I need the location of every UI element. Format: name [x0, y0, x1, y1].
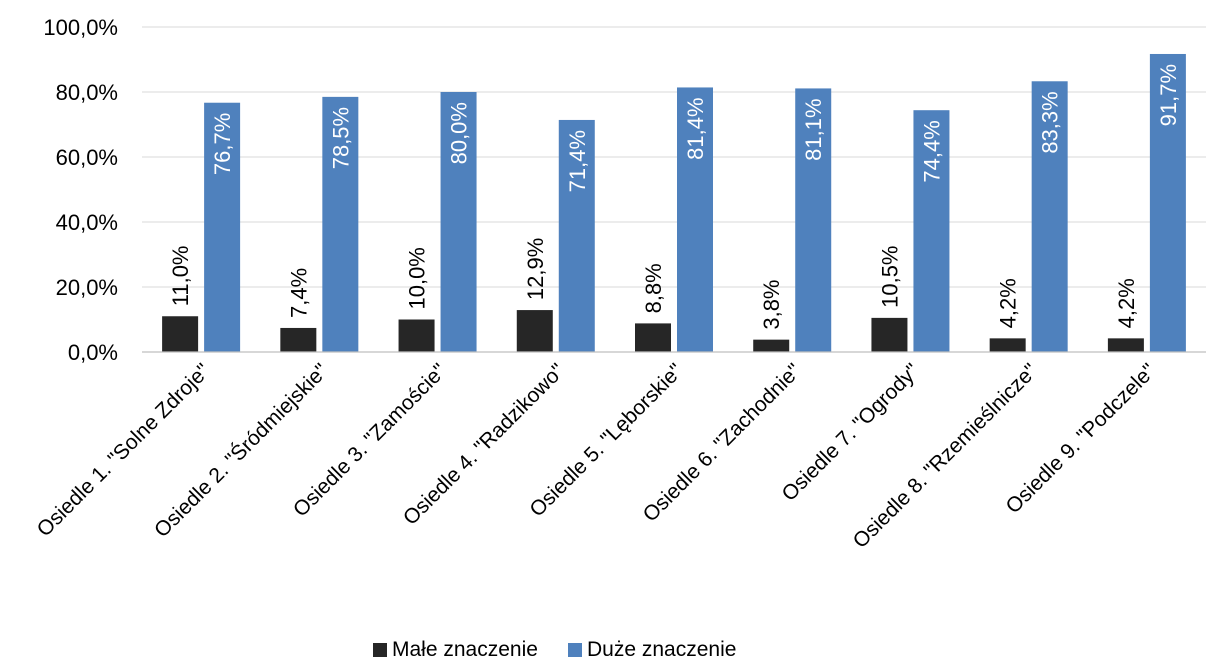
bar-duze-znaczenie — [677, 87, 713, 352]
data-label-male-znaczenie: 4,2% — [1114, 278, 1139, 328]
bar-male-znaczenie — [1107, 338, 1144, 352]
y-axis: 0,0% 20,0% 40,0% 60,0% 80,0% 100,0% — [43, 15, 118, 365]
data-label-male-znaczenie: 10,0% — [405, 247, 430, 309]
bar-male-znaczenie — [280, 327, 317, 352]
data-label-male-znaczenie: 4,2% — [996, 278, 1021, 328]
data-label-male-znaczenie: 12,9% — [523, 238, 548, 300]
bar-duze-znaczenie — [204, 102, 241, 352]
y-tick-label: 60,0% — [56, 145, 118, 170]
gridlines — [142, 26, 1206, 288]
data-label-duze-znaczenie: 74,4% — [919, 120, 944, 182]
legend-label-duze-znaczenie: Duże znaczenie — [587, 638, 736, 661]
data-labels: 11,0% 76,7% 7,4% 78,5% 10,0% 80,0% 12,9% 71,4% 8… — [168, 64, 1181, 330]
data-label-duze-znaczenie: 91,7% — [1156, 64, 1181, 126]
bar-duze-znaczenie — [440, 92, 477, 352]
legend: Małe znaczenie Duże znaczenie — [373, 638, 736, 661]
data-label-duze-znaczenie: 71,4% — [565, 130, 590, 192]
bar-duze-znaczenie — [795, 88, 832, 353]
bar-male-znaczenie — [989, 338, 1026, 352]
x-axis: Osiedle 1. "Solne Zdroje"Osiedle 2. "Śró… — [33, 351, 1206, 553]
bar-male-znaczenie — [871, 317, 908, 352]
bar-duze-znaczenie — [913, 110, 950, 352]
data-label-male-znaczenie: 10,5% — [877, 245, 902, 307]
y-tick-label: 100,0% — [43, 15, 118, 40]
data-label-male-znaczenie: 3,8% — [759, 279, 784, 329]
y-tick-label: 80,0% — [56, 80, 118, 105]
y-tick-label: 0,0% — [68, 340, 118, 365]
legend-swatch-male-znaczenie — [373, 643, 387, 657]
bar-male-znaczenie — [398, 319, 435, 352]
bar-male-znaczenie — [162, 316, 199, 352]
data-label-duze-znaczenie: 80,0% — [447, 102, 472, 164]
bar-male-znaczenie — [635, 323, 671, 352]
y-tick-label: 40,0% — [56, 210, 118, 235]
legend-swatch-duze-znaczenie — [568, 643, 582, 657]
data-label-male-znaczenie: 11,0% — [168, 246, 193, 307]
bars — [162, 53, 1186, 353]
data-label-duze-znaczenie: 81,1% — [801, 98, 826, 160]
bar-duze-znaczenie — [558, 119, 595, 352]
data-label-male-znaczenie: 7,4% — [286, 268, 311, 318]
bar-duze-znaczenie — [1149, 53, 1186, 352]
data-label-duze-znaczenie: 76,7% — [210, 113, 235, 175]
bar-duze-znaczenie — [1031, 81, 1068, 353]
bar-male-znaczenie — [753, 339, 790, 352]
bar-duze-znaczenie — [322, 96, 359, 352]
data-label-duze-znaczenie: 78,5% — [328, 107, 353, 169]
legend-label-male-znaczenie: Małe znaczenie — [392, 638, 538, 661]
data-label-duze-znaczenie: 83,3% — [1038, 91, 1063, 153]
data-label-male-znaczenie: 8,8% — [641, 263, 666, 313]
bar-male-znaczenie — [516, 310, 553, 352]
data-label-duze-znaczenie: 81,4% — [683, 97, 708, 159]
y-tick-label: 20,0% — [56, 275, 118, 300]
